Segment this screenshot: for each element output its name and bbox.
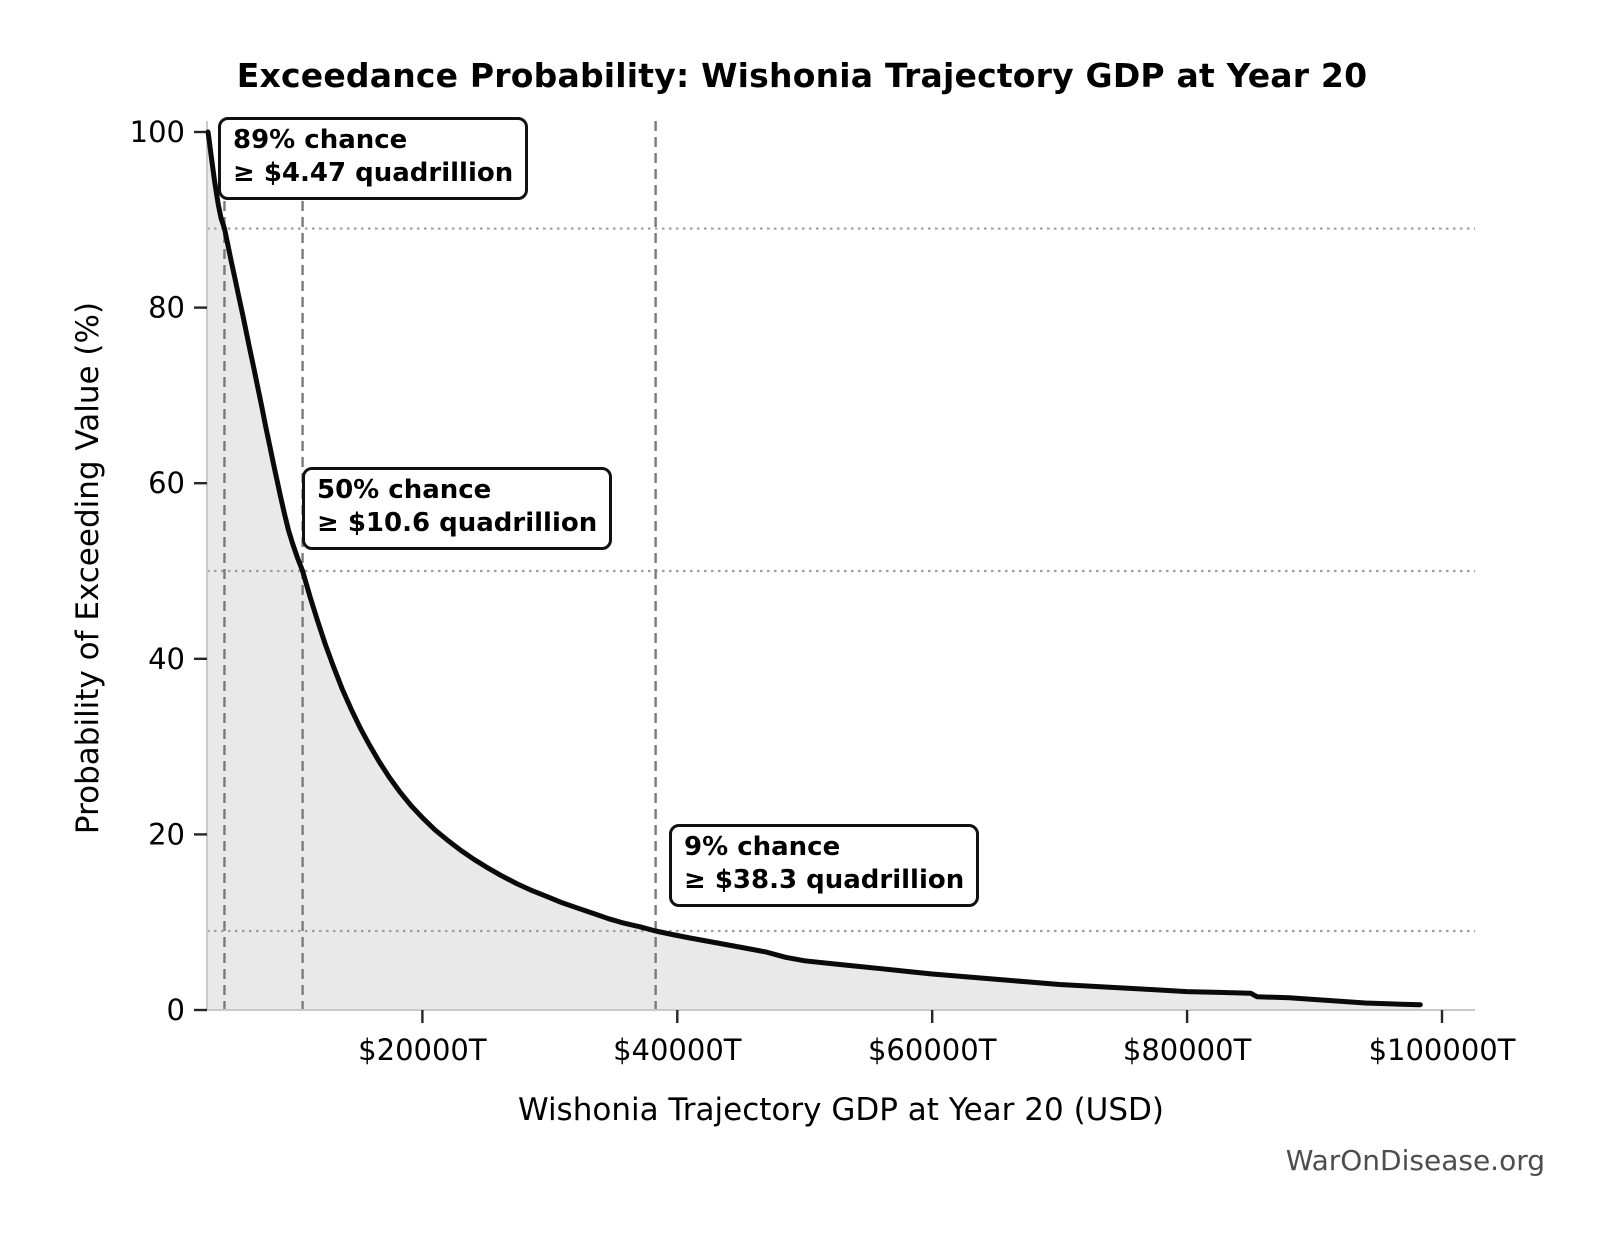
- x-tick-label: $80000T: [1123, 1033, 1252, 1067]
- x-tick-label: $60000T: [868, 1033, 997, 1067]
- annotation-9pct: 9% chance ≥ $38.3 quadrillion: [669, 824, 980, 907]
- chart-title: Exceedance Probability: Wishonia Traject…: [236, 56, 1368, 95]
- y-tick-label: 0: [167, 993, 185, 1027]
- x-tick-label: $40000T: [613, 1033, 742, 1067]
- annotation-50pct-line1: 50% chance: [317, 475, 492, 505]
- x-axis-label: Wishonia Trajectory GDP at Year 20 (USD): [517, 1092, 1165, 1128]
- annotation-9pct-line2: ≥ $38.3 quadrillion: [684, 865, 965, 896]
- y-axis-label: Probability of Exceeding Value (%): [70, 301, 106, 835]
- exceedance-curve-line: [205, 129, 1423, 1008]
- area-fill: [208, 132, 1421, 1010]
- y-tick-label: 60: [148, 466, 185, 500]
- annotation-50pct: 50% chance ≥ $10.6 quadrillion: [302, 467, 613, 550]
- x-tick-label: $20000T: [358, 1033, 487, 1067]
- annotation-9pct-line1: 9% chance: [684, 832, 841, 862]
- y-tick-label: 40: [148, 642, 185, 676]
- watermark: WarOnDisease.org: [1285, 1144, 1545, 1177]
- x-tick-label: $100000T: [1369, 1033, 1516, 1067]
- y-tick-label: 80: [148, 291, 185, 325]
- annotation-89pct-line2: ≥ $4.47 quadrillion: [233, 158, 514, 189]
- y-tick-label: 20: [148, 817, 185, 851]
- annotation-89pct: 89% chance ≥ $4.47 quadrillion: [218, 117, 529, 200]
- annotation-50pct-line2: ≥ $10.6 quadrillion: [317, 508, 598, 539]
- y-tick-label: 100: [130, 115, 185, 149]
- annotation-89pct-line1: 89% chance: [233, 125, 408, 155]
